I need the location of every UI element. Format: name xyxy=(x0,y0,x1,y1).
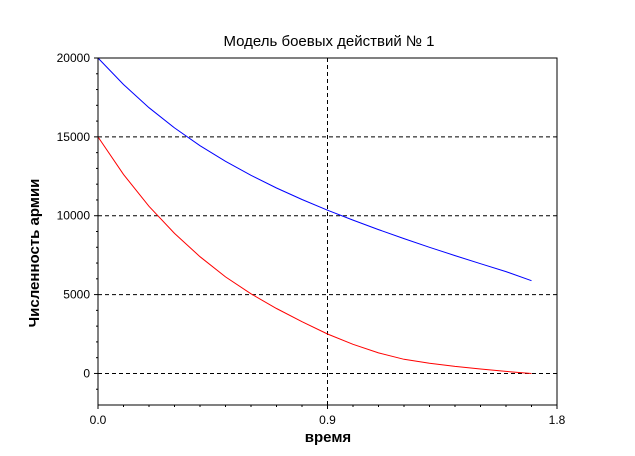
x-axis-label: время xyxy=(305,429,351,446)
grid xyxy=(98,58,557,405)
x-tick-label: 0.9 xyxy=(319,413,336,427)
series-lines xyxy=(97,57,532,374)
x-tick-label: 0.0 xyxy=(90,413,107,427)
axis-ticks: 0 5000 10000 15000 20000 0.0 0.9 1.8 xyxy=(57,51,566,427)
y-tick-label: 20000 xyxy=(57,51,91,65)
series-line-1 xyxy=(97,57,532,282)
x-tick-label: 1.8 xyxy=(549,413,566,427)
series-line-2 xyxy=(97,136,532,374)
y-tick-label: 5000 xyxy=(63,288,90,302)
y-tick-label: 10000 xyxy=(57,209,91,223)
y-tick-label: 0 xyxy=(83,366,90,380)
y-axis-label: Численность армии xyxy=(26,179,43,328)
y-tick-label: 15000 xyxy=(57,130,91,144)
chart-title: Модель боевых действий № 1 xyxy=(223,33,434,50)
